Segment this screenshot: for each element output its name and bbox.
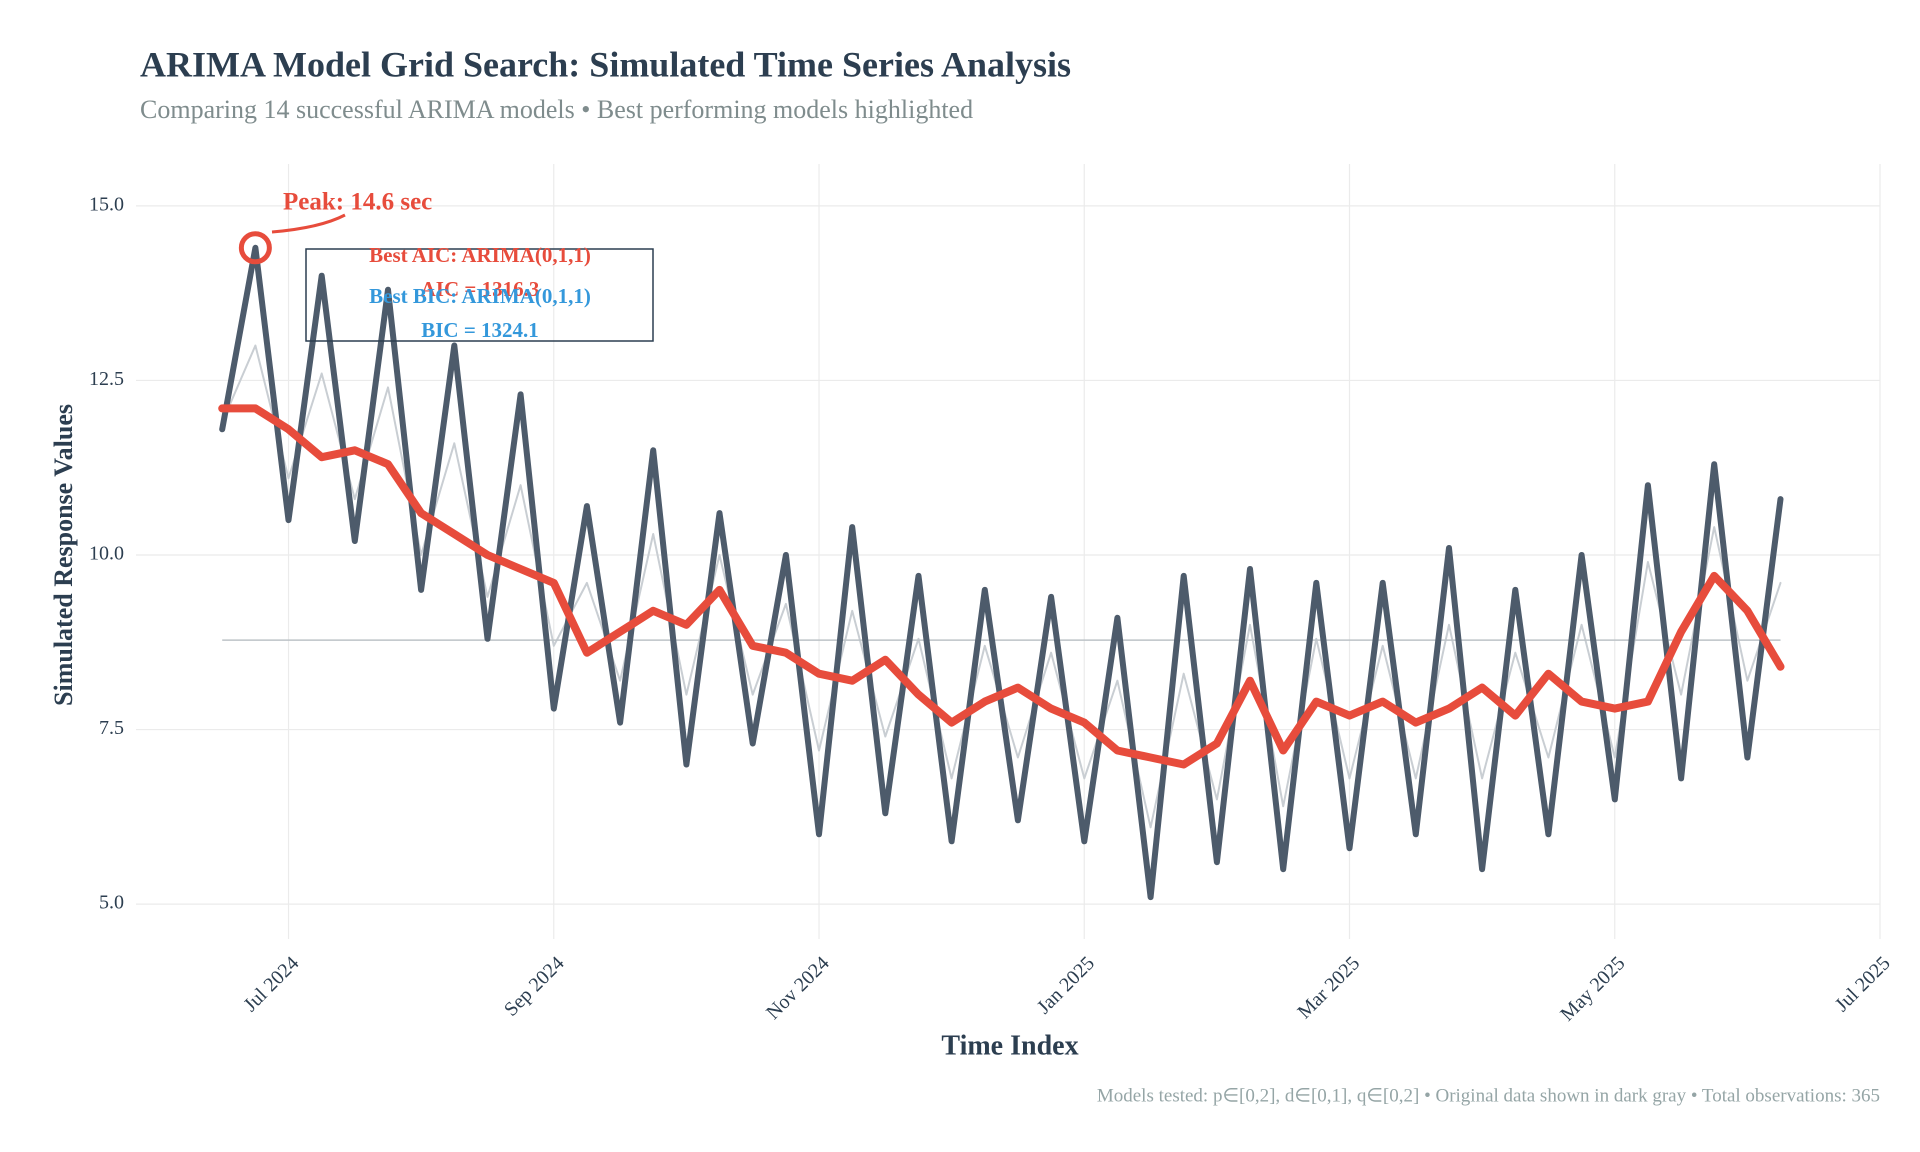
annotation-box: [305, 248, 654, 342]
y-tick-label: 10.0: [89, 543, 124, 565]
peak-arrow: [271, 213, 346, 234]
lines-layer: [218, 244, 1785, 901]
y-tick-label: 12.5: [89, 368, 124, 390]
aic-model: Best AIC: ARIMA(0,1,1): [369, 243, 591, 267]
series-line: [221, 344, 1782, 829]
peak-label: Peak: 14.6 sec: [283, 189, 432, 216]
x-tick-label: May 2025: [1556, 952, 1629, 1025]
series-line: [218, 404, 1785, 769]
chart-title: ARIMA Model Grid Search: Simulated Time …: [140, 44, 1071, 84]
caption: Models tested: p∈[0,2], d∈[0,1], q∈[0,2]…: [1097, 1085, 1880, 1106]
y-tick-label: 7.5: [99, 717, 124, 739]
x-tick-label: Jan 2025: [1033, 952, 1099, 1018]
x-tick-label: Sep 2024: [500, 952, 569, 1021]
bic-value: BIC = 1324.1: [421, 318, 539, 342]
y-axis-title: Simulated Response Values: [49, 404, 78, 706]
annotation-layer: Best AIC: ARIMA(0,1,1) AIC = 1316.3 Best…: [238, 189, 654, 342]
peak-marker: [238, 231, 272, 265]
grid-layer: 5.0 7.5 10.0 12.5 15.0 Jul 2024 Sep 2024 Nov 20…: [89, 164, 1895, 1026]
x-tick-label: Jul 2024: [239, 952, 303, 1016]
bic-model: Best BIC: ARIMA(0,1,1): [369, 284, 591, 308]
x-tick-label: Mar 2025: [1293, 952, 1364, 1023]
aic-value: AIC = 1316.3: [421, 277, 540, 301]
y-tick-label: 5.0: [99, 892, 124, 914]
series-line: [219, 244, 1784, 901]
x-tick-label: Jul 2025: [1831, 952, 1895, 1016]
y-tick-label: 15.0: [89, 193, 124, 215]
chart-subtitle: Comparing 14 successful ARIMA models • B…: [140, 95, 973, 124]
x-tick-label: Nov 2024: [762, 952, 834, 1024]
x-axis-title: Time Index: [941, 1030, 1078, 1061]
